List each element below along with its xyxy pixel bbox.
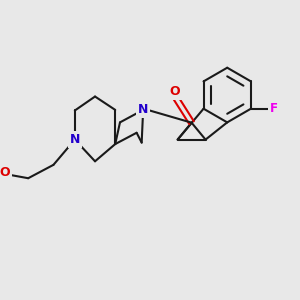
Text: O: O <box>169 85 180 98</box>
Text: N: N <box>138 103 148 116</box>
Text: N: N <box>70 133 80 146</box>
Text: O: O <box>0 166 10 179</box>
Text: F: F <box>270 102 278 115</box>
